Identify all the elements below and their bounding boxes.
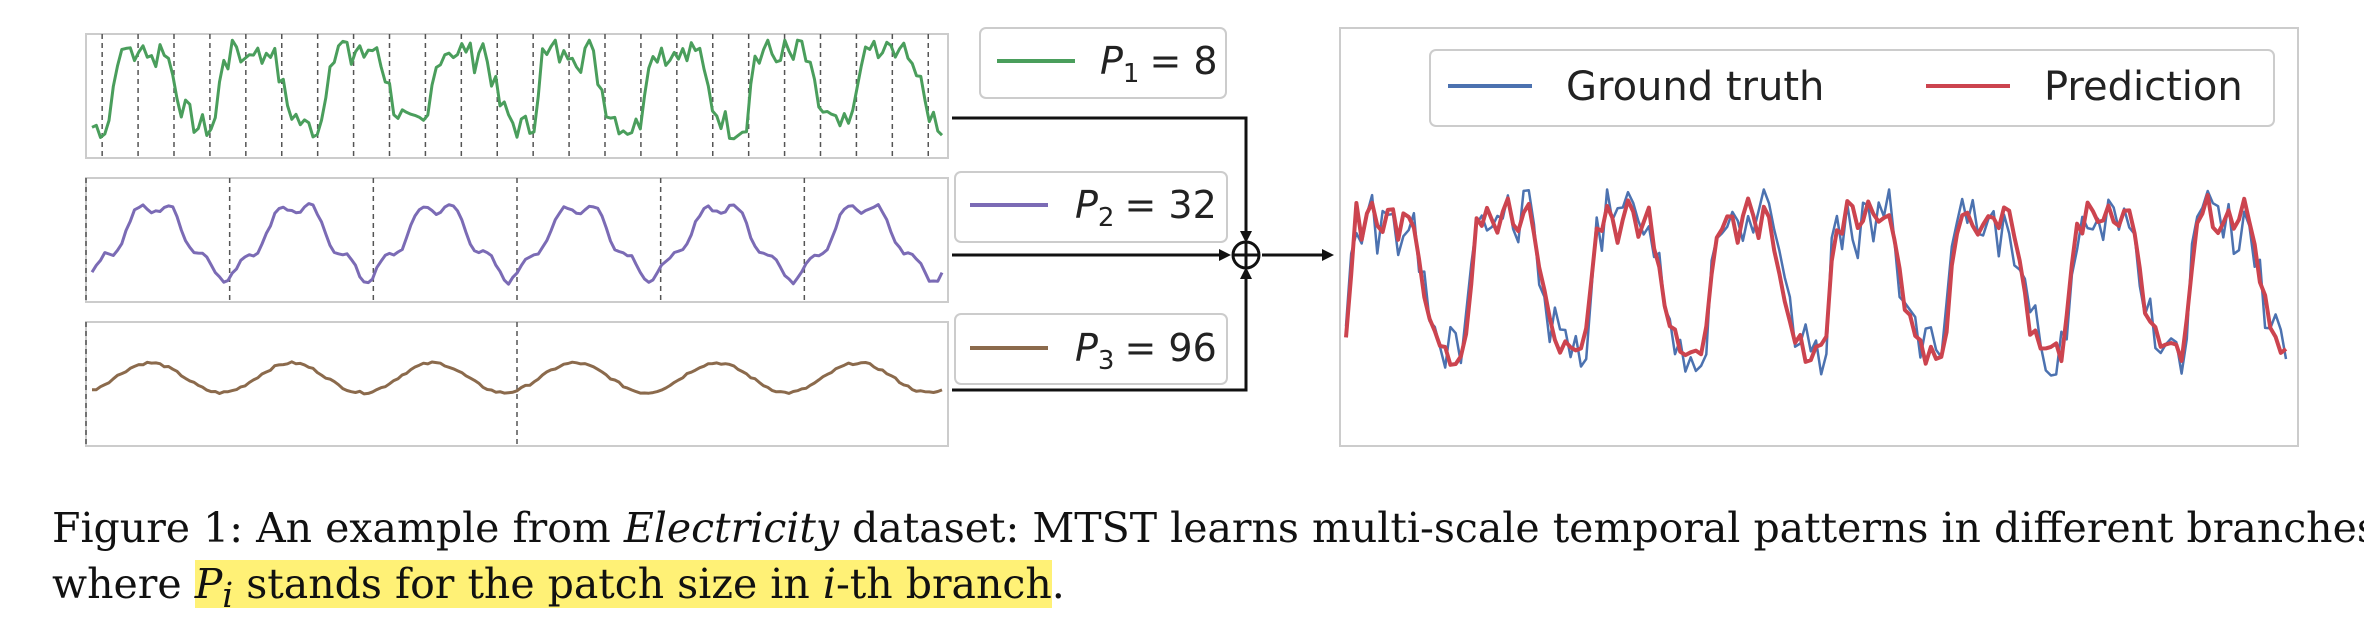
branch-waveform-2 — [90, 202, 944, 286]
branch-legend-2-var: P — [1075, 183, 1098, 227]
caption-highlight: Pi stands for the patch size in i-th bra… — [194, 560, 1052, 616]
output-legend: Ground truth Prediction — [1429, 49, 2275, 127]
arrowhead-right — [1219, 249, 1231, 261]
caption-intro: An example from — [256, 504, 611, 552]
arrowhead-output — [1322, 249, 1334, 261]
branch-legend-2-sub: 2 — [1098, 203, 1115, 233]
branch-legend-3-var: P — [1075, 326, 1098, 370]
branch-panels — [85, 33, 949, 447]
caption-highlight-rest: stands for the patch size in — [246, 560, 810, 608]
figure-diagram: P1 = 8 P2 = 32 P3 = 96 Grou — [85, 27, 2299, 447]
prediction-line — [1344, 193, 2288, 367]
branch-legend-1-sub: 1 — [1123, 59, 1140, 89]
caption-line-1: Figure 1: An example from Electricity da… — [52, 500, 2364, 556]
arrowheads — [1219, 231, 1334, 279]
branch-waveform-1 — [91, 38, 944, 141]
branch-panel-1 — [85, 33, 949, 159]
caption-highlight-math2: i — [822, 560, 836, 608]
branch-legend-1: P1 = 8 — [979, 27, 1227, 99]
figure-caption: Figure 1: An example from Electricity da… — [52, 500, 2364, 624]
caption-highlight-end: -th branch — [835, 560, 1052, 608]
branch-panel-2 — [85, 177, 949, 303]
caption-dataset: Electricity — [623, 504, 840, 552]
connectors — [952, 116, 1328, 392]
output-series — [1344, 188, 2288, 377]
branch-legend-1-var: P — [1100, 39, 1123, 83]
arrowhead-down — [1240, 231, 1252, 243]
caption-line2-start: where — [52, 560, 182, 608]
branch-legend-3: P3 = 96 — [954, 313, 1228, 385]
branch-legend-2-value: = 32 — [1124, 183, 1216, 227]
legend-ground-truth-label: Ground truth — [1566, 64, 1824, 110]
connector-branch-3 — [952, 272, 1248, 392]
caption-after-dataset: dataset: MTST learns multi-scale tempora… — [852, 504, 2364, 552]
connector-branch-1 — [952, 116, 1248, 240]
svg-text:P1= 8: P1 = 8 — [1100, 39, 1218, 89]
caption-period: . — [1051, 560, 1065, 608]
branch-panel-3 — [85, 321, 949, 447]
branch-legend-3-value: = 96 — [1124, 326, 1216, 370]
svg-text:P3= 96: P3 = 96 — [1075, 326, 1217, 376]
caption-line-2: where Pi stands for the patch size in i-… — [52, 556, 2342, 624]
branch-waveform-3 — [92, 360, 943, 396]
branch-legend-3-sub: 3 — [1098, 346, 1115, 376]
caption-highlight-math: P — [194, 560, 223, 608]
caption-highlight-sub: i — [222, 576, 234, 617]
caption-figure-label: Figure 1: — [52, 504, 244, 552]
arrowhead-up — [1240, 267, 1252, 279]
branch-legend-2: P2 = 32 — [954, 171, 1228, 243]
combiner-symbol — [1231, 240, 1261, 270]
legend-prediction-label: Prediction — [2044, 64, 2243, 110]
svg-text:P2= 32: P2 = 32 — [1075, 183, 1217, 233]
branch-legend-1-value: = 8 — [1149, 39, 1217, 83]
